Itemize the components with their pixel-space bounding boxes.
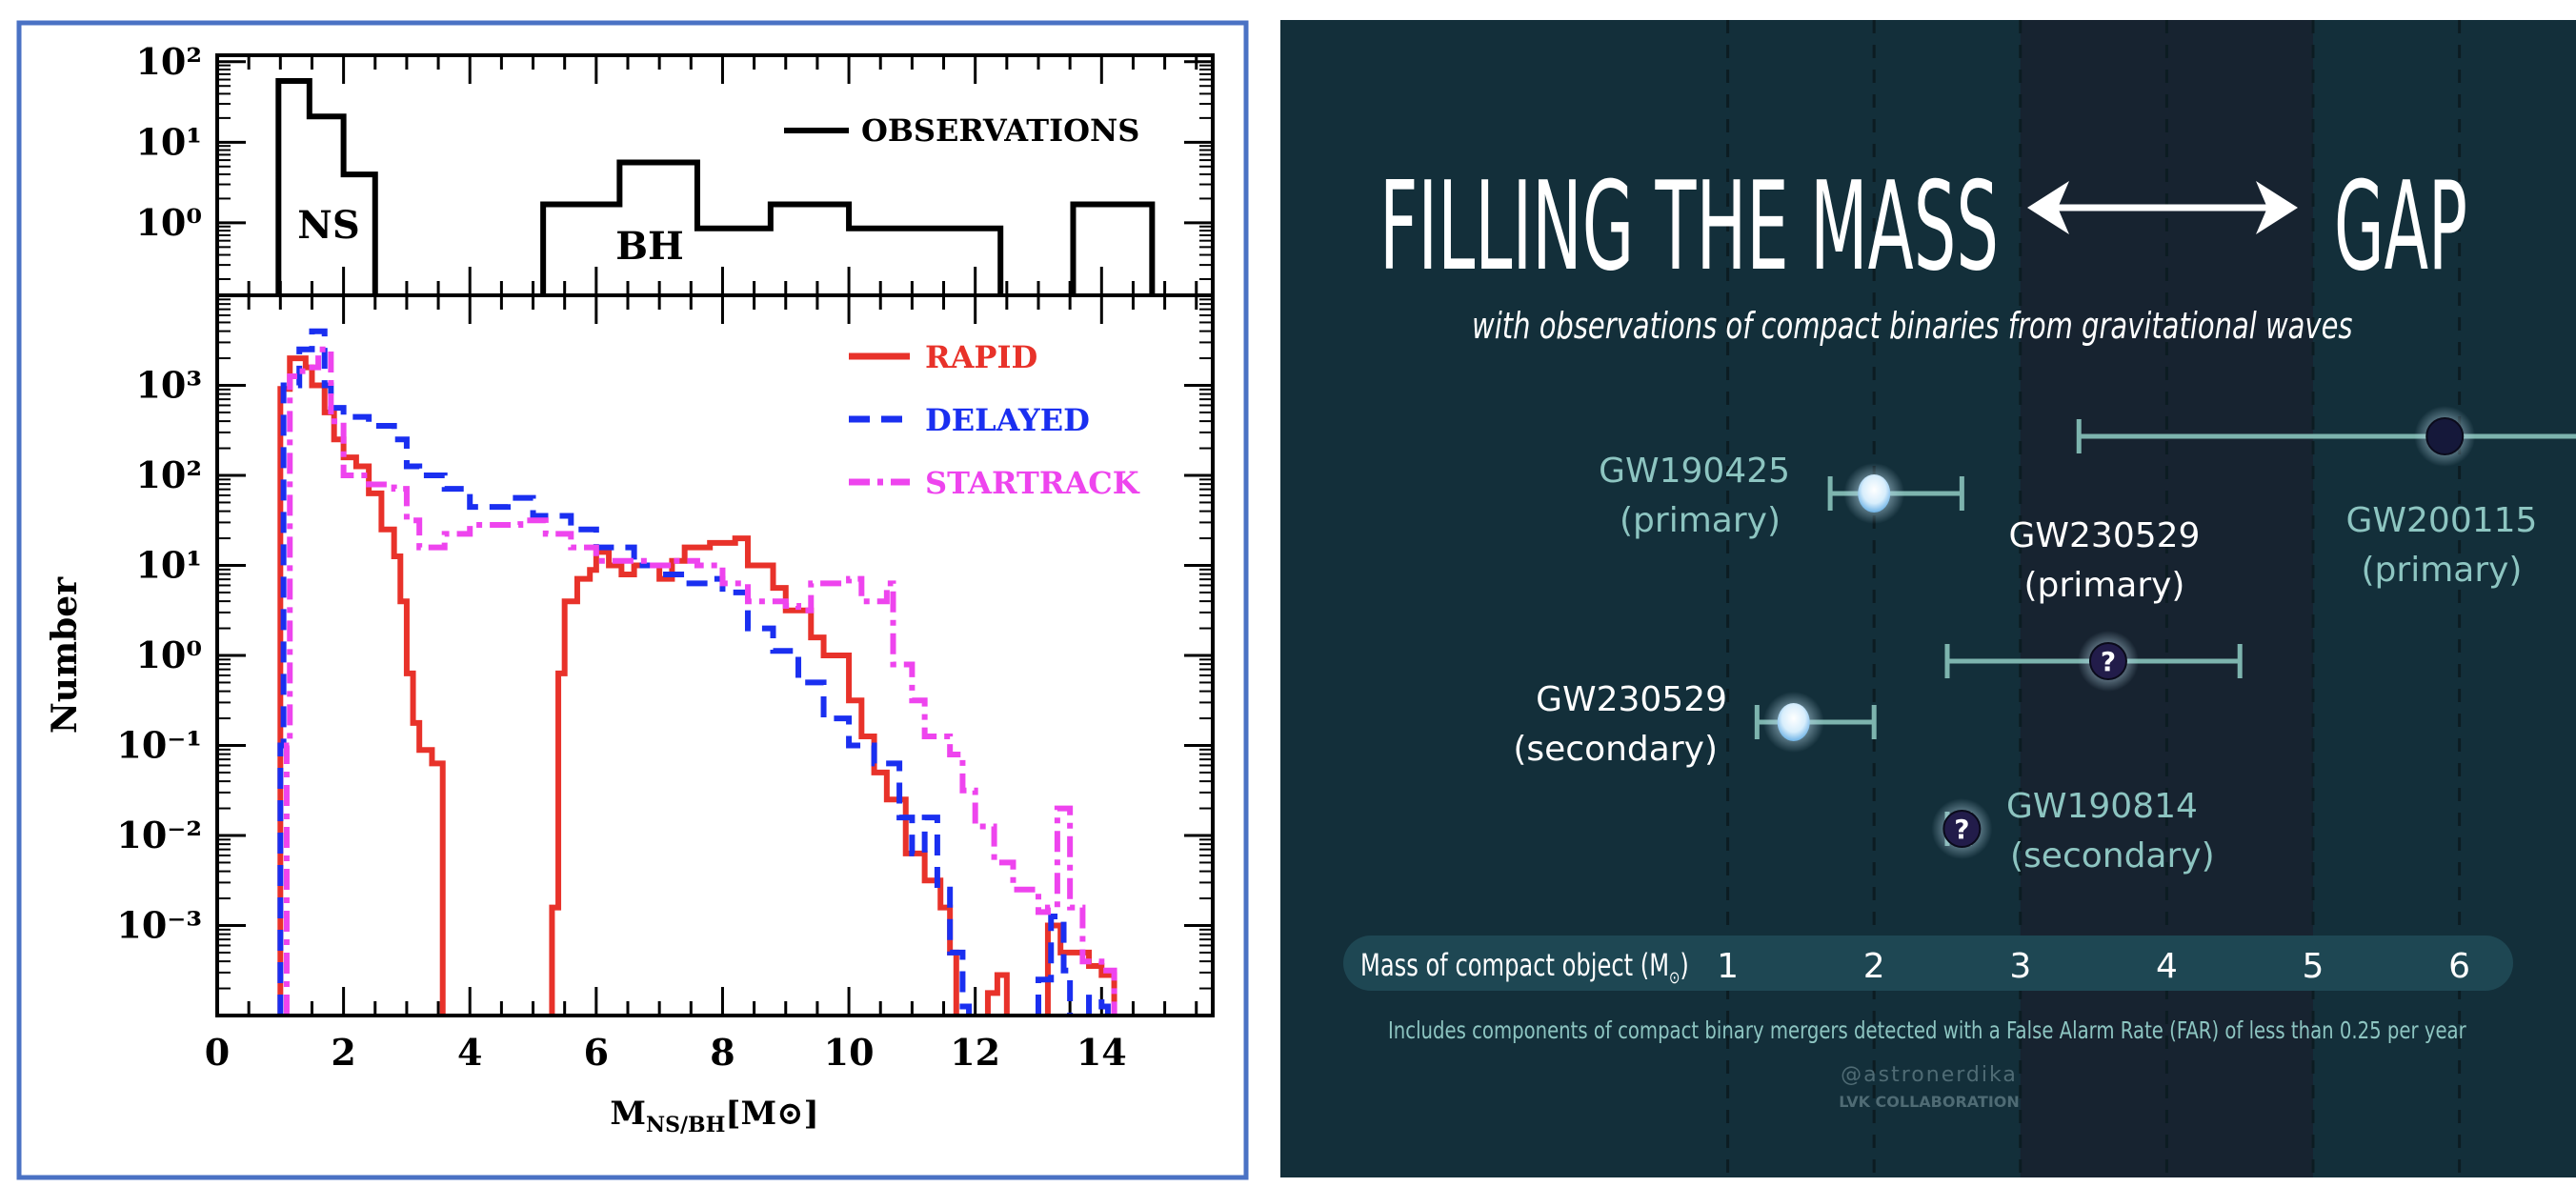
footnote: Includes components of compact binary me… xyxy=(1388,1017,2466,1045)
y-tick-label: 10¹ xyxy=(135,120,202,163)
double-arrow-icon xyxy=(2027,181,2298,234)
event-role: (secondary) xyxy=(1513,730,1718,769)
question-mark-icon: ? xyxy=(2101,646,2116,677)
mass-axis-label-text: Mass of compact object (M xyxy=(1360,948,1669,983)
mass-axis-label-close: ) xyxy=(1680,948,1688,983)
y-tick-label: 10⁰ xyxy=(135,201,202,244)
event-gw200115-primary: GW200115 (primary) xyxy=(2076,406,2576,590)
tick-labels: 0 2 4 6 8 10 12 14 10² 10¹ 10⁰ 10³ 10² 10¹ 10⁰ 10⁻¹ 10⁻²… xyxy=(116,40,1126,1074)
bh-label: BH xyxy=(615,224,684,269)
mass-tick-label: 5 xyxy=(2303,947,2324,986)
question-mark-icon: ? xyxy=(1954,814,1969,845)
y-tick-label: 10² xyxy=(135,453,202,496)
bottom-plot-frame xyxy=(215,293,1215,1017)
mass-tick-label: 6 xyxy=(2448,947,2470,986)
mass-axis-label-sun-symbol: ⊙ xyxy=(1669,967,1680,987)
x-axis-label-unit: [M⊙] xyxy=(725,1095,818,1133)
series-observations xyxy=(540,159,1004,295)
neutron-star-marker xyxy=(1777,703,1810,741)
subtitle: with observations of compact binaries fr… xyxy=(1472,305,2353,347)
x-tick-label: 8 xyxy=(710,1031,735,1074)
y-tick-label: 10⁻¹ xyxy=(116,724,202,767)
mass-gap-infographic: FILLING THE MASS GAP with observations o… xyxy=(1280,20,2576,1177)
events: GW190425 (primary) GW200115 (primary)? GW230… xyxy=(1513,406,2576,875)
series-observations xyxy=(1070,201,1156,295)
y-tick-label: 10⁻² xyxy=(116,814,202,856)
y-tick-label: 10⁰ xyxy=(135,634,202,676)
histogram-curves xyxy=(275,78,1156,1016)
mass-axis-bar xyxy=(1343,936,2513,991)
event-gw230529-secondary: GW230529 (secondary) xyxy=(1513,680,1877,769)
series-startrack xyxy=(283,346,1117,1016)
y-tick-label: 10³ xyxy=(135,364,202,407)
series-delayed xyxy=(277,328,973,1016)
mass-tick-label: 3 xyxy=(2009,947,2031,986)
event-role: (secondary) xyxy=(2010,836,2215,875)
mass-tick-label: 2 xyxy=(1863,947,1885,986)
legend-label: OBSERVATIONS xyxy=(861,112,1139,149)
x-axis-label: MNS/BH[M⊙] xyxy=(610,1095,818,1137)
mass-tick-label: 1 xyxy=(1717,947,1739,986)
x-tick-label: 6 xyxy=(584,1031,609,1074)
event-role: (primary) xyxy=(2024,566,2185,605)
x-tick-label: 12 xyxy=(950,1031,1000,1074)
series-rapid xyxy=(984,972,1010,1016)
event-name: GW230529 xyxy=(2009,516,2201,555)
unknown-object-marker xyxy=(1942,810,1982,848)
x-tick-label: 2 xyxy=(331,1031,355,1074)
x-tick-label: 4 xyxy=(457,1031,482,1074)
series-rapid xyxy=(549,535,959,1016)
series-rapid xyxy=(277,355,446,1016)
event-name: GW200115 xyxy=(2346,501,2538,540)
title: FILLING THE MASS xyxy=(1379,156,1999,298)
ns-label: NS xyxy=(297,203,359,248)
y-tick-label: 10¹ xyxy=(135,544,202,587)
event-gw230529-primary: ? GW230529 (primary) xyxy=(1944,516,2243,692)
histogram-panel: 0 2 4 6 8 10 12 14 10² 10¹ 10⁰ 10³ 10² 10¹ 10⁰ 10⁻¹ 10⁻²… xyxy=(16,20,1249,1180)
legend-label: RAPID xyxy=(925,339,1037,375)
legend: OBSERVATIONS RAPID DELAYED STARTRACK xyxy=(784,112,1140,501)
legend-label: DELAYED xyxy=(925,402,1090,438)
mass-axis-label: Mass of compact object (M⊙) xyxy=(1360,948,1689,988)
series-delayed xyxy=(1035,914,1074,1016)
event-name: GW190425 xyxy=(1599,452,1790,491)
axis-ticks xyxy=(215,55,1213,1017)
x-axis-label-subscript: NS/BH xyxy=(646,1113,725,1137)
y-tick-label: 10² xyxy=(135,40,202,83)
series-delayed xyxy=(1086,995,1111,1016)
x-tick-label: 10 xyxy=(824,1031,875,1074)
event-name: GW230529 xyxy=(1536,680,1727,719)
x-tick-label: 14 xyxy=(1077,1031,1127,1074)
credit-handle: @astronerdika xyxy=(1841,1063,2018,1087)
x-axis-label-main: M xyxy=(610,1095,646,1133)
title-gap: GAP xyxy=(2334,157,2467,299)
grid-lines xyxy=(1726,20,2462,1177)
event-gw190814-secondary: ? GW190814 (secondary) xyxy=(1931,787,2215,875)
mass-ticks: 1 2 3 4 5 6 xyxy=(1717,947,2470,986)
series-observations xyxy=(275,78,378,295)
legend-label: STARTRACK xyxy=(925,465,1140,501)
event-role: (primary) xyxy=(2362,551,2523,590)
event-gw190425-primary: GW190425 (primary) xyxy=(1599,452,1964,540)
unknown-object-marker xyxy=(2088,642,2127,680)
mass-tick-label: 4 xyxy=(2156,947,2178,986)
y-tick-label: 10⁻³ xyxy=(116,904,202,947)
x-tick-label: 0 xyxy=(205,1031,230,1074)
neutron-star-marker xyxy=(1858,474,1891,513)
black-hole-marker xyxy=(2425,417,2465,455)
event-role: (primary) xyxy=(1620,501,1781,540)
panel-border xyxy=(16,20,1249,1180)
credit-collaboration: LVK COLLABORATION xyxy=(1839,1093,2020,1111)
event-name: GW190814 xyxy=(2006,787,2198,826)
y-axis-label: Number xyxy=(45,576,85,734)
